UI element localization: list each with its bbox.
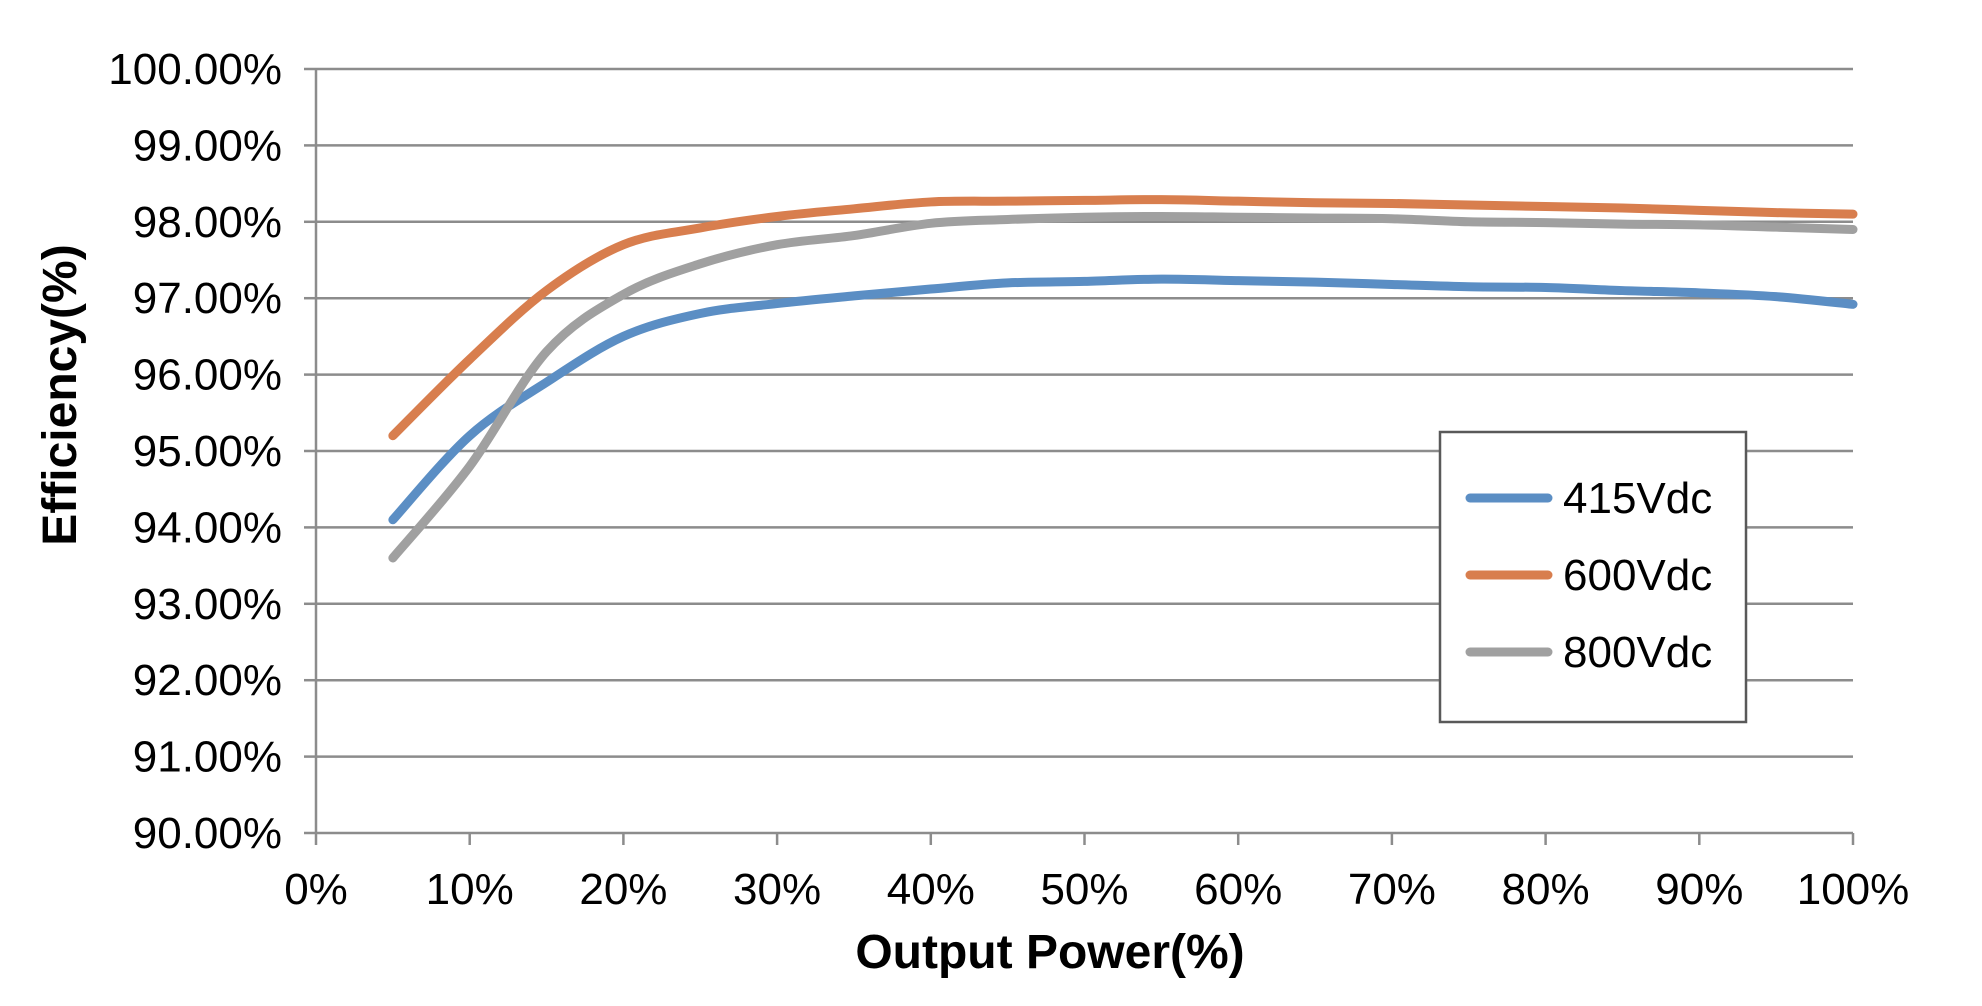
x-tick-label: 0% [284,865,348,914]
x-tick-label: 40% [887,865,975,914]
y-tick-label: 97.00% [133,274,282,323]
series-layer [388,195,1858,563]
x-tick-label: 60% [1194,865,1282,914]
x-tick-label: 30% [733,865,821,914]
series-line-600vdc [388,195,1858,441]
y-tick-label: 99.00% [133,121,282,170]
series-line-800vdc [388,211,1858,563]
legend-label-415vdc: 415Vdc [1563,474,1712,523]
x-axis-title: Output Power(%) [855,926,1244,979]
y-tick-label: 90.00% [133,809,282,858]
x-tick-label: 70% [1348,865,1436,914]
series-line-415vdc [388,274,1858,525]
axes [304,67,1855,845]
y-tick-label: 91.00% [133,733,282,782]
x-tick-label: 100% [1797,865,1910,914]
y-tick-label: 94.00% [133,503,282,552]
y-tick-label: 93.00% [133,580,282,629]
tick-labels: 90.00% 91.00% 92.00% 93.00% 94.00% 95.00% 96.0… [108,45,1909,914]
grid [316,67,1853,758]
x-tick-label: 80% [1502,865,1590,914]
y-tick-label: 98.00% [133,198,282,247]
x-tick-label: 90% [1655,865,1743,914]
x-tick-label: 50% [1040,865,1128,914]
legend-label-600vdc: 600Vdc [1563,551,1712,600]
legend: 415Vdc 600Vdc 800Vdc [1438,430,1748,724]
y-tick-label: 96.00% [133,351,282,400]
y-tick-label: 100.00% [108,45,282,94]
legend-label-800vdc: 800Vdc [1563,628,1712,677]
y-axis-title: Efficiency(%) [34,244,87,545]
x-tick-label: 10% [426,865,514,914]
y-tick-label: 95.00% [133,427,282,476]
y-tick-label: 92.00% [133,656,282,705]
x-tick-label: 20% [579,865,667,914]
